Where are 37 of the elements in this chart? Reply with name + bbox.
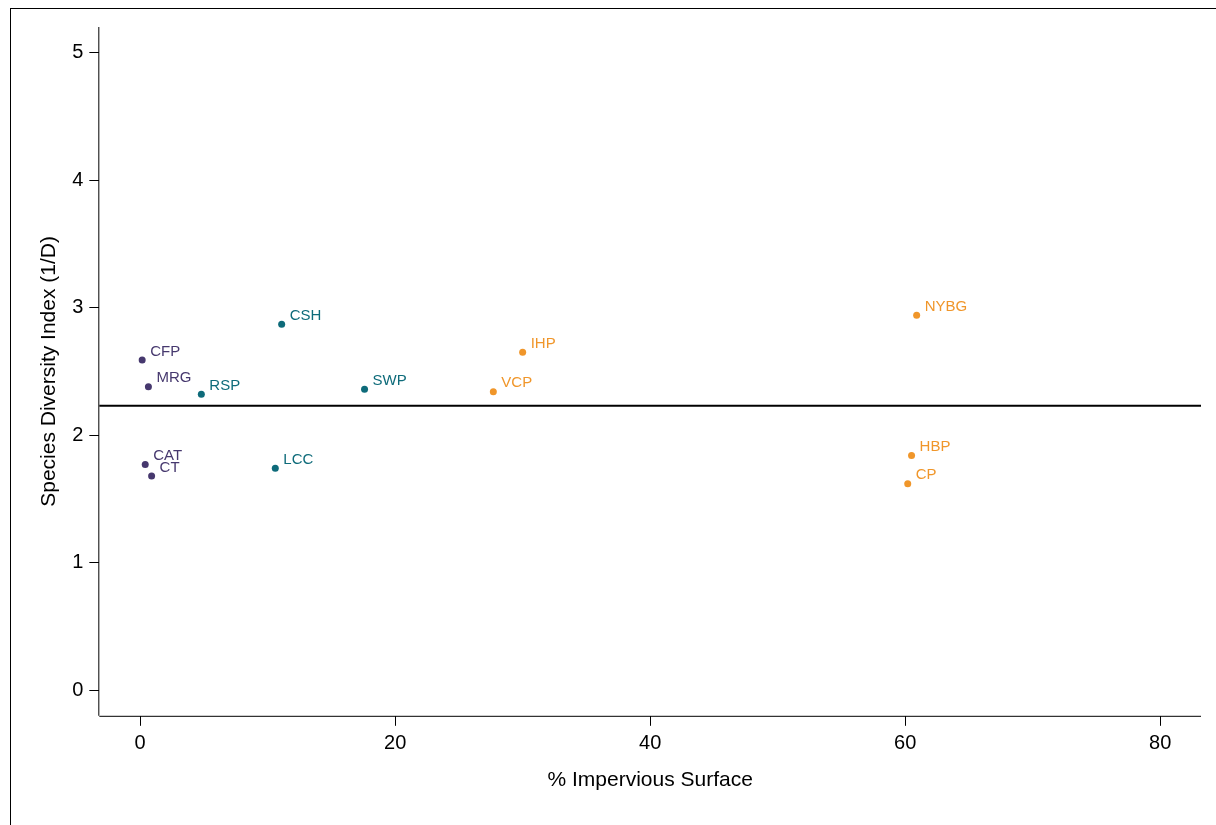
x-axis-title: % Impervious Surface	[547, 767, 753, 791]
annotation: IHP	[530, 333, 556, 351]
annotation: CP	[915, 465, 937, 483]
point	[908, 452, 916, 460]
point	[138, 356, 146, 364]
y-tick-label: 3	[72, 295, 84, 318]
y-tick-label: 5	[72, 40, 84, 63]
point	[271, 464, 279, 472]
point	[361, 385, 369, 393]
point	[913, 311, 921, 319]
point	[278, 320, 286, 328]
annotation: MRG	[156, 368, 192, 386]
x-tick-label: 0	[134, 731, 146, 754]
annotation: NYBG	[924, 296, 968, 314]
y-tick-label: 2	[72, 422, 84, 445]
y-axis-title: Species Diversity Index (1/D)	[36, 236, 60, 507]
x-tick-label: 80	[1149, 731, 1172, 754]
annotation: HBP	[919, 437, 951, 455]
point	[904, 480, 912, 488]
x-tick-label: 60	[894, 731, 917, 754]
y-tick-label: 1	[72, 550, 84, 573]
annotation: CSH	[289, 305, 322, 323]
annotation: SWP	[372, 370, 407, 388]
point	[489, 388, 497, 396]
point	[141, 461, 149, 469]
annotation: LCC	[283, 449, 314, 467]
annotation: RSP	[209, 376, 241, 393]
annotation: VCP	[501, 373, 533, 391]
x-tick-label: 20	[384, 731, 407, 754]
annotation: CFP	[150, 341, 181, 359]
x-tick-label: 40	[639, 731, 662, 754]
point	[144, 383, 152, 391]
y-tick-label: 4	[72, 167, 84, 190]
y-tick-label: 0	[72, 677, 84, 700]
point	[519, 348, 527, 356]
point	[148, 472, 156, 480]
point	[197, 390, 205, 398]
